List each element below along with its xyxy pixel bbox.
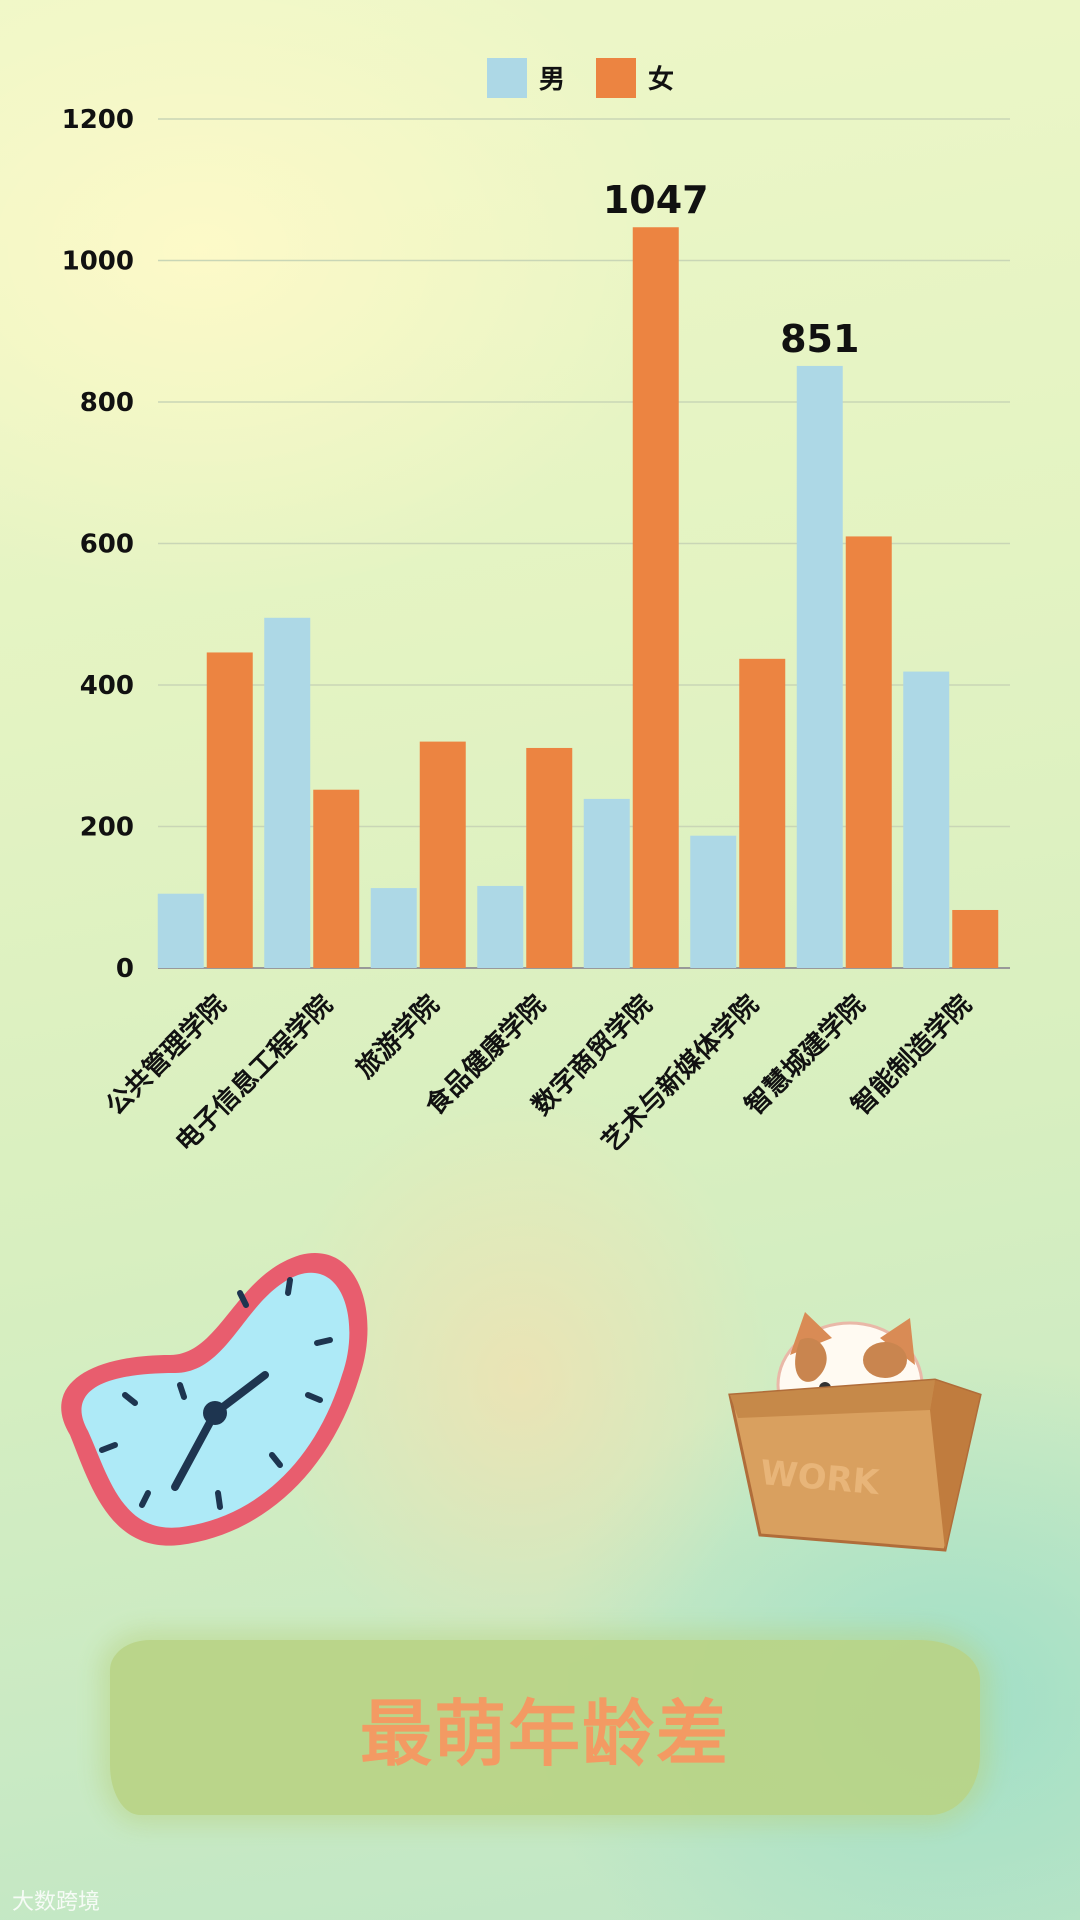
- bar-chart: 0 200 400 600 800 1000 1200 1047 851 公共管理学院电子信息…: [62, 58, 1010, 1158]
- bar-male: [796, 365, 843, 969]
- legend-swatch: [487, 58, 527, 98]
- legend-label: 男: [539, 65, 565, 95]
- bar-male: [370, 888, 417, 968]
- bar-female: [739, 658, 786, 968]
- clock-icon: [61, 1253, 368, 1546]
- data-labels: 1047 851: [603, 178, 860, 361]
- bar-male: [690, 835, 737, 968]
- legend-swatch: [596, 58, 636, 98]
- bar-female: [526, 747, 573, 968]
- bar-female: [952, 909, 999, 968]
- y-axis-ticks: 0 200 400 600 800 1000 1200: [62, 105, 134, 984]
- cat-in-box-icon: WORK: [728, 1312, 982, 1552]
- y-tick-label: 1000: [62, 247, 134, 277]
- bar-female: [419, 741, 466, 968]
- y-tick-label: 800: [80, 388, 134, 418]
- watermark: 大数跨境: [12, 1890, 101, 1915]
- bar-male: [903, 671, 950, 968]
- legend: 男女: [487, 58, 674, 98]
- bar-male: [583, 798, 630, 968]
- bar-female: [845, 536, 892, 968]
- x-tick-label: 旅游学院: [350, 989, 445, 1084]
- bar-male: [157, 893, 204, 968]
- data-label: 851: [780, 317, 859, 361]
- banner-title: 最萌年龄差: [359, 1692, 730, 1776]
- y-tick-label: 1200: [62, 105, 134, 135]
- y-tick-label: 400: [80, 671, 134, 701]
- bar-male: [264, 617, 311, 968]
- bar-male: [477, 885, 524, 968]
- bars: [157, 227, 999, 969]
- data-label: 1047: [603, 178, 709, 222]
- y-tick-label: 600: [80, 530, 134, 560]
- y-tick-label: 0: [116, 954, 134, 984]
- title-banner-bg: [110, 1640, 980, 1815]
- bar-female: [313, 789, 360, 968]
- bar-female: [632, 227, 679, 968]
- legend-label: 女: [648, 64, 674, 95]
- bar-female: [206, 652, 253, 968]
- y-tick-label: 200: [80, 813, 134, 843]
